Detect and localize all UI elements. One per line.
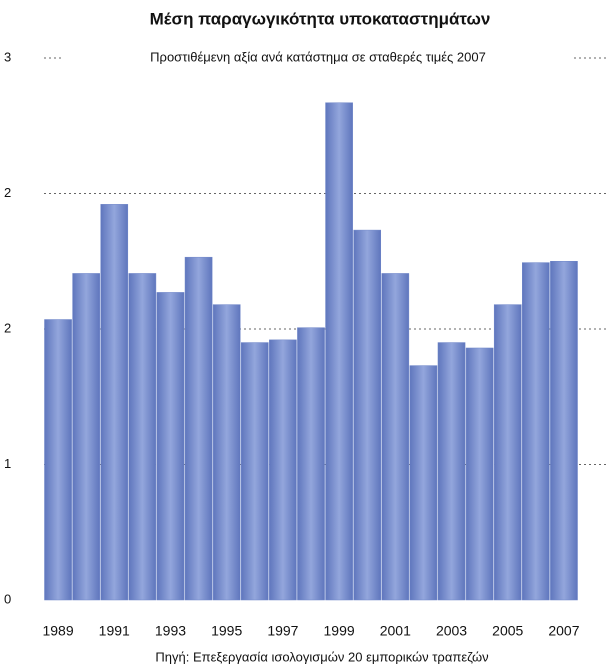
bar xyxy=(128,273,157,601)
bar xyxy=(493,304,522,601)
y-tick-label: 3 xyxy=(4,49,11,64)
x-tick-label: 1991 xyxy=(99,623,130,639)
y-tick-label: 0 xyxy=(4,591,11,606)
bar xyxy=(184,256,213,601)
x-tick-label: 1993 xyxy=(155,623,186,639)
bar xyxy=(100,204,129,601)
bar xyxy=(156,292,185,601)
bar xyxy=(465,347,494,601)
bar xyxy=(325,102,353,601)
bar xyxy=(550,261,578,601)
y-tick-label: 2 xyxy=(4,185,11,200)
x-tick-label: 2003 xyxy=(436,623,467,639)
x-tick-label: 1995 xyxy=(211,623,242,639)
bar xyxy=(409,365,438,601)
x-tick-label: 2005 xyxy=(492,623,523,639)
bar xyxy=(353,229,382,601)
source: Πηγή: Επεξεργασία ισολογισμών 20 εμπορικ… xyxy=(155,649,488,664)
bar xyxy=(212,304,241,601)
bar xyxy=(269,339,297,601)
subtitle: Προστιθέμενη αξία ανά κατάστημα σε σταθε… xyxy=(150,49,486,64)
x-tick-label: 1999 xyxy=(324,623,355,639)
bar xyxy=(72,273,100,601)
x-tick-label: 1997 xyxy=(267,623,298,639)
bar xyxy=(297,327,325,601)
bar xyxy=(381,273,410,601)
subtitle-bg xyxy=(62,48,574,68)
chart-title: Μέση παραγωγικότητα υποκαταστημάτων xyxy=(150,9,491,28)
bar xyxy=(522,262,550,601)
x-tick-label: 1989 xyxy=(42,623,73,639)
x-tick-label: 2001 xyxy=(380,623,411,639)
bar xyxy=(240,342,269,601)
x-tick-label: 2007 xyxy=(548,623,579,639)
bar xyxy=(437,342,466,601)
bar xyxy=(44,319,72,601)
y-tick-label: 2 xyxy=(4,320,11,335)
y-tick-label: 1 xyxy=(4,456,11,471)
